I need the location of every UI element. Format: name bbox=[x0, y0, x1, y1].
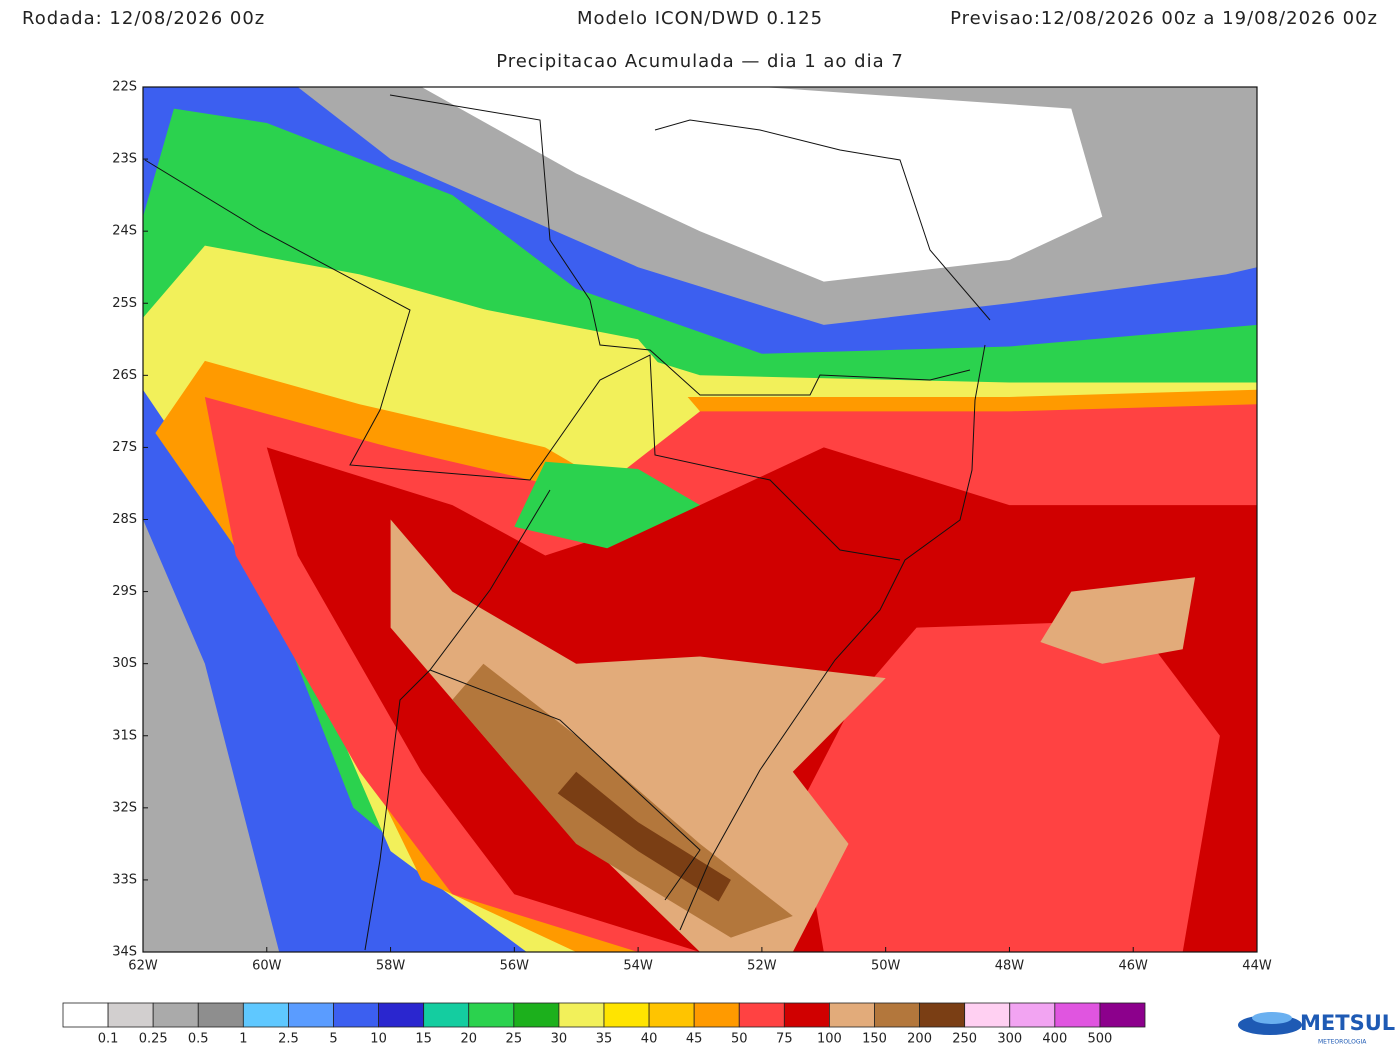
border-line bbox=[429, 669, 701, 901]
lat-label: 22S bbox=[112, 80, 137, 95]
precip-area bbox=[1040, 577, 1196, 664]
legend-label: 1 bbox=[239, 1032, 247, 1047]
logo: METSUL METEOROLOGIA bbox=[1238, 1011, 1395, 1046]
legend-label: 25 bbox=[506, 1032, 523, 1047]
legend-label: 500 bbox=[1088, 1032, 1113, 1047]
lat-label: 27S bbox=[112, 440, 137, 455]
lat-label: 32S bbox=[112, 800, 137, 815]
legend-swatch bbox=[423, 1002, 470, 1028]
color-legend: 0.1 0.25 0.5 1 2.5 5 10 15 20 25 30 35 40 45 50 75 100 15… bbox=[62, 1002, 1146, 1047]
legend-swatch bbox=[783, 1002, 830, 1028]
legend-label: 0.1 bbox=[98, 1032, 119, 1047]
lat-label: 24S bbox=[112, 224, 137, 239]
legend-swatch bbox=[333, 1002, 379, 1028]
legend-swatch bbox=[1099, 1002, 1146, 1028]
legend-swatch bbox=[919, 1002, 966, 1028]
legend-swatch bbox=[152, 1002, 199, 1028]
legend-swatch bbox=[1009, 1002, 1056, 1028]
lon-label: 50W bbox=[871, 959, 901, 974]
legend-swatch bbox=[829, 1002, 875, 1028]
lat-label: 33S bbox=[112, 872, 137, 887]
lat-label: 34S bbox=[112, 945, 137, 960]
legend-label: 300 bbox=[997, 1032, 1022, 1047]
legend-label: 30 bbox=[551, 1032, 568, 1047]
borders bbox=[144, 94, 991, 951]
legend-swatch bbox=[242, 1002, 289, 1028]
run-time: Rodada: 12/08/2026 00z bbox=[22, 8, 265, 29]
forecast-period: Previsao:12/08/2026 00z a 19/08/2026 00z bbox=[950, 8, 1378, 29]
legend-swatch bbox=[964, 1002, 1011, 1028]
lon-label: 58W bbox=[376, 959, 406, 974]
legend-label: 400 bbox=[1042, 1032, 1067, 1047]
legend-swatch bbox=[558, 1002, 605, 1028]
legend-label: 15 bbox=[415, 1032, 432, 1047]
border-line bbox=[364, 489, 551, 951]
legend-label: 250 bbox=[952, 1032, 977, 1047]
legend-label: 2.5 bbox=[278, 1032, 299, 1047]
legend-label: 10 bbox=[370, 1032, 387, 1047]
legend-swatch bbox=[1054, 1002, 1101, 1028]
axes: 22S23S24S25S26S27S28S29S30S31S32S33S34S6… bbox=[112, 80, 1272, 974]
legend-label: 50 bbox=[731, 1032, 748, 1047]
lon-label: 48W bbox=[995, 959, 1025, 974]
lat-label: 30S bbox=[112, 656, 137, 671]
precip-area bbox=[514, 461, 700, 549]
legend-swatch bbox=[648, 1002, 695, 1028]
lon-label: 46W bbox=[1119, 959, 1149, 974]
legend-swatch bbox=[197, 1002, 244, 1028]
legend-label: 20 bbox=[460, 1032, 477, 1047]
legend-swatch bbox=[738, 1002, 785, 1028]
lon-label: 60W bbox=[252, 959, 282, 974]
lon-label: 44W bbox=[1242, 959, 1272, 974]
precip-field bbox=[143, 87, 1257, 953]
legend-swatch bbox=[468, 1002, 515, 1028]
border-line bbox=[144, 159, 901, 561]
lon-label: 52W bbox=[747, 959, 777, 974]
legend-swatch bbox=[288, 1002, 334, 1028]
legend-label: 200 bbox=[907, 1032, 932, 1047]
legend-label: 75 bbox=[776, 1032, 793, 1047]
precip-area bbox=[557, 771, 731, 902]
legend-swatch bbox=[62, 1002, 109, 1028]
model-name: Modelo ICON/DWD 0.125 bbox=[577, 8, 823, 29]
lon-label: 62W bbox=[128, 959, 158, 974]
legend-label: 0.5 bbox=[188, 1032, 209, 1047]
legend-label: 100 bbox=[817, 1032, 842, 1047]
legend-swatch bbox=[874, 1002, 920, 1028]
legend-label: 0.25 bbox=[139, 1032, 168, 1047]
legend-swatch bbox=[513, 1002, 560, 1028]
logo-tagline: METEOROLOGIA bbox=[1318, 1039, 1367, 1046]
logo-name: METSUL bbox=[1300, 1011, 1395, 1035]
border-line bbox=[654, 119, 991, 321]
lat-label: 26S bbox=[112, 368, 137, 383]
legend-label: 40 bbox=[641, 1032, 658, 1047]
coastline bbox=[679, 344, 986, 931]
lat-label: 31S bbox=[112, 728, 137, 743]
legend-label: 35 bbox=[596, 1032, 613, 1047]
lon-label: 56W bbox=[500, 959, 530, 974]
legend-swatch bbox=[378, 1002, 425, 1028]
legend-swatch bbox=[693, 1002, 740, 1028]
lon-label: 54W bbox=[623, 959, 653, 974]
precip-area bbox=[799, 620, 1220, 952]
precip-area bbox=[421, 87, 1103, 282]
map-subtitle: Precipitacao Acumulada — dia 1 ao dia 7 bbox=[496, 51, 904, 72]
logo-globe bbox=[1252, 1012, 1292, 1024]
lat-label: 29S bbox=[112, 584, 137, 599]
lat-label: 28S bbox=[112, 512, 137, 527]
legend-swatch bbox=[603, 1002, 650, 1028]
lat-label: 25S bbox=[112, 296, 137, 311]
legend-label: 150 bbox=[862, 1032, 887, 1047]
precip-area bbox=[390, 519, 886, 952]
border-line bbox=[389, 94, 971, 396]
legend-label: 45 bbox=[686, 1032, 703, 1047]
lat-label: 23S bbox=[112, 152, 137, 167]
legend-label: 5 bbox=[329, 1032, 337, 1047]
legend-swatch bbox=[107, 1002, 154, 1028]
